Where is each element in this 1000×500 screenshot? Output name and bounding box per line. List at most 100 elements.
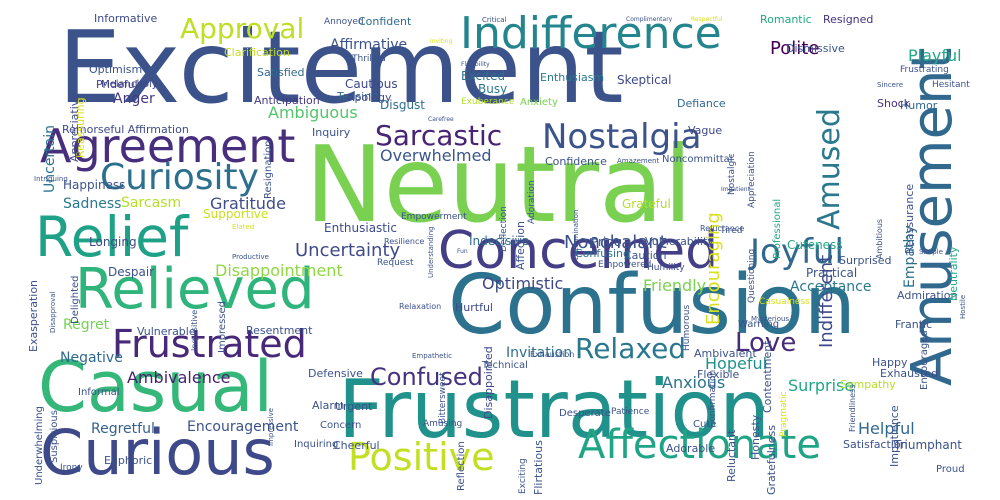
cloud-word: Cautious [345, 77, 398, 91]
cloud-word: Reluctance [700, 224, 745, 233]
cloud-word: Optimism [89, 63, 143, 76]
cloud-word: Adorable [666, 442, 716, 455]
cloud-word: Vague [688, 124, 723, 137]
cloud-word: Surprise [788, 376, 855, 395]
cloud-word: Love [735, 328, 797, 358]
cloud-word: Indifference [460, 8, 722, 59]
cloud-word: Curiosity [100, 157, 259, 198]
cloud-word: Desperate [559, 408, 611, 419]
cloud-word: Appreciation [747, 151, 757, 208]
cloud-word: Prideful [96, 78, 138, 91]
cloud-word: Enthusiastic [324, 221, 397, 235]
cloud-word: Relaxed [575, 332, 687, 365]
cloud-word: Affectionate [578, 422, 821, 468]
cloud-word: Regret [63, 317, 110, 333]
cloud-word: Approval [180, 12, 305, 45]
cloud-word: Alarm [312, 399, 345, 412]
cloud-word: Happy [872, 356, 908, 369]
cloud-word: Confident [358, 15, 412, 28]
cloud-word: Hopeful [705, 354, 768, 373]
cloud-word: Anticipation [254, 94, 320, 107]
cloud-word: Cheerful [333, 439, 380, 452]
cloud-word: Grateful [622, 197, 671, 211]
cloud-word: Humility [647, 263, 685, 273]
cloud-word: Determination [572, 209, 580, 260]
cloud-word: Productive [232, 253, 269, 261]
cloud-word: Skeptical [617, 73, 672, 87]
cloud-word: Defensive [308, 367, 363, 380]
cloud-word: Professional [772, 198, 783, 259]
cloud-word: Intriguing [34, 175, 68, 183]
cloud-word: Delighted [70, 275, 81, 324]
cloud-word: Anger [113, 91, 155, 107]
cloud-word: Vulnerable [137, 325, 196, 338]
cloud-word: Understanding [427, 226, 435, 278]
cloud-word: Shock [877, 97, 911, 110]
cloud-word: Exhausted [880, 367, 938, 380]
cloud-word: Teasing [337, 90, 379, 103]
cloud-word: Friendly [643, 276, 707, 295]
cloud-word: Pride [591, 235, 622, 249]
cloud-word: Cuteness [787, 238, 843, 252]
cloud-word: Warning [738, 319, 780, 330]
cloud-word: Reflection [456, 441, 467, 491]
cloud-word: Satisfaction [843, 438, 908, 451]
cloud-word: Curious [40, 416, 275, 489]
cloud-word: Resentment [246, 324, 313, 337]
cloud-word: Humor [900, 99, 938, 112]
cloud-word: Regretful [91, 421, 155, 437]
cloud-word: Resignation [263, 140, 274, 199]
cloud-word: Cute [693, 419, 717, 430]
cloud-word: Euphoric [104, 454, 153, 467]
cloud-word: Supportive [203, 207, 269, 221]
cloud-word: Respectful [691, 16, 723, 23]
cloud-word: Sarcastic [375, 119, 503, 152]
cloud-word: Excited [461, 69, 506, 83]
cloud-word: Busy [478, 82, 508, 96]
cloud-word: Mysterious [751, 315, 790, 323]
cloud-word: Appreciative [68, 92, 81, 162]
cloud-word: Amused [812, 108, 847, 230]
cloud-word: Hurtful [455, 301, 493, 314]
cloud-word: Empowered [598, 260, 652, 270]
cloud-word: Noncommittal [662, 154, 733, 165]
cloud-word: Friendliness [848, 384, 857, 432]
cloud-word: Questioning [747, 248, 757, 303]
cloud-word: Sincere [877, 81, 904, 89]
cloud-word: Sympathy [840, 378, 896, 391]
cloud-word: Confusion [448, 258, 856, 353]
cloud-word: Dismissive [786, 42, 845, 55]
cloud-word: Irony [60, 463, 83, 473]
cloud-word: Exciting [518, 458, 528, 494]
cloud-word: Confused [370, 363, 483, 391]
cloud-word: Frustrated [112, 322, 307, 366]
cloud-word: Ambiguous [268, 103, 358, 122]
cloud-word: Casualness [759, 297, 810, 307]
cloud-word: Flirtatious [532, 440, 545, 495]
cloud-word: Complimentary [626, 16, 673, 23]
cloud-word: Anxiety [520, 97, 558, 108]
cloud-word: Excitement [58, 9, 624, 126]
cloud-word: Reassurance [903, 183, 916, 254]
cloud-word: Carefree [428, 116, 454, 123]
cloud-word: Longing [89, 235, 137, 249]
cloud-word: Apology [347, 91, 392, 104]
cloud-word: Playful [908, 46, 962, 65]
cloud-word: Indecisive [469, 234, 530, 248]
cloud-word: Concern [320, 420, 362, 431]
cloud-word: Resigned [823, 13, 874, 26]
cloud-word: Hostile [959, 294, 967, 319]
cloud-word: Reluctant [725, 429, 738, 482]
cloud-word: Inviting [430, 38, 453, 45]
cloud-word: Practical [806, 266, 858, 280]
cloud-word: Tired [720, 226, 743, 236]
cloud-word: Exhaustion [530, 350, 575, 359]
cloud-word: Bittersweet [438, 372, 448, 424]
cloud-word: Sadness [63, 196, 122, 212]
cloud-word: Deflection [499, 206, 509, 252]
cloud-word: Agreement [40, 119, 296, 173]
cloud-word: Inquiry [312, 126, 351, 139]
cloud-word: Despair [108, 265, 155, 279]
cloud-word: Humorous [682, 304, 692, 351]
